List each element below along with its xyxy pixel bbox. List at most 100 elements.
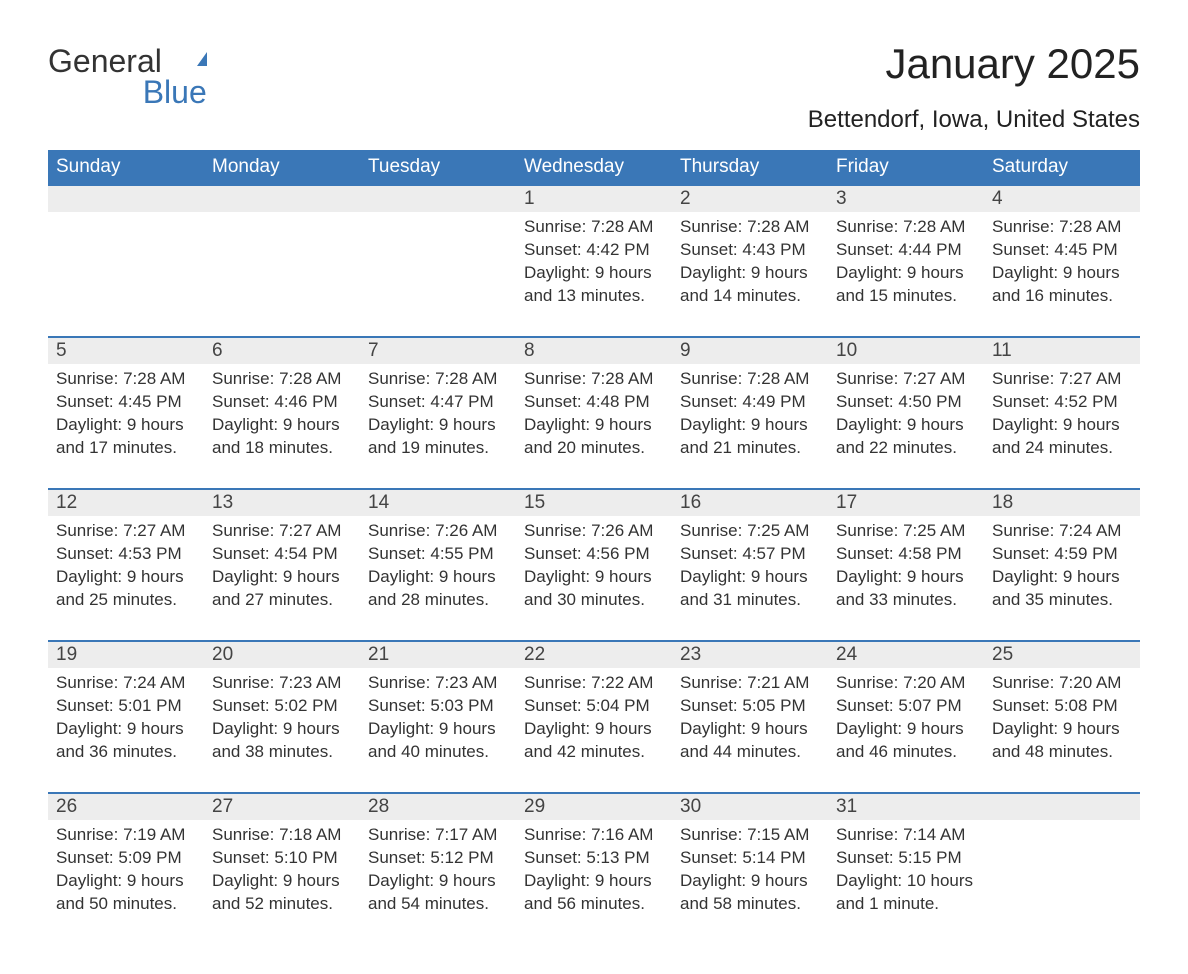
daylight-line1: Daylight: 9 hours bbox=[524, 870, 664, 893]
logo-text: General Blue bbox=[48, 40, 207, 110]
day-number: 19 bbox=[56, 644, 77, 665]
day-number-cell: 31 bbox=[828, 793, 984, 820]
day-number: 3 bbox=[836, 188, 847, 209]
sunset-text: Sunset: 4:56 PM bbox=[524, 543, 664, 566]
sunset-text: Sunset: 4:57 PM bbox=[680, 543, 820, 566]
day-detail-cell: Sunrise: 7:28 AMSunset: 4:47 PMDaylight:… bbox=[360, 364, 516, 489]
sunrise-text: Sunrise: 7:25 AM bbox=[680, 520, 820, 543]
daylight-line1: Daylight: 9 hours bbox=[56, 870, 196, 893]
sunset-text: Sunset: 4:43 PM bbox=[680, 239, 820, 262]
calendar-body: 1234Sunrise: 7:28 AMSunset: 4:42 PMDayli… bbox=[48, 185, 1140, 944]
daylight-line1: Daylight: 9 hours bbox=[836, 414, 976, 437]
sunrise-text: Sunrise: 7:27 AM bbox=[992, 368, 1132, 391]
daylight-line1: Daylight: 10 hours bbox=[836, 870, 976, 893]
day-number-cell: 7 bbox=[360, 337, 516, 364]
detail-row: Sunrise: 7:19 AMSunset: 5:09 PMDaylight:… bbox=[48, 820, 1140, 944]
day-number: 12 bbox=[56, 492, 77, 513]
daylight-line2: and 21 minutes. bbox=[680, 437, 820, 460]
detail-row: Sunrise: 7:24 AMSunset: 5:01 PMDaylight:… bbox=[48, 668, 1140, 793]
day-number: 5 bbox=[56, 340, 67, 361]
daynum-row: 19202122232425 bbox=[48, 641, 1140, 668]
sunset-text: Sunset: 5:05 PM bbox=[680, 695, 820, 718]
daynum-row: 262728293031 bbox=[48, 793, 1140, 820]
daylight-line1: Daylight: 9 hours bbox=[524, 566, 664, 589]
day-detail-cell: Sunrise: 7:27 AMSunset: 4:53 PMDaylight:… bbox=[48, 516, 204, 641]
daylight-line2: and 33 minutes. bbox=[836, 589, 976, 612]
sunset-text: Sunset: 4:59 PM bbox=[992, 543, 1132, 566]
day-number-cell: 20 bbox=[204, 641, 360, 668]
day-header: Saturday bbox=[984, 150, 1140, 185]
day-detail-cell: Sunrise: 7:25 AMSunset: 4:57 PMDaylight:… bbox=[672, 516, 828, 641]
day-number: 11 bbox=[992, 340, 1012, 361]
day-detail-cell bbox=[984, 820, 1140, 944]
daylight-line2: and 58 minutes. bbox=[680, 893, 820, 916]
day-number: 10 bbox=[836, 340, 857, 361]
sunrise-text: Sunrise: 7:17 AM bbox=[368, 824, 508, 847]
day-detail-cell: Sunrise: 7:24 AMSunset: 5:01 PMDaylight:… bbox=[48, 668, 204, 793]
daylight-line2: and 20 minutes. bbox=[524, 437, 664, 460]
sunset-text: Sunset: 4:52 PM bbox=[992, 391, 1132, 414]
day-number: 8 bbox=[524, 340, 535, 361]
day-number-cell: 1 bbox=[516, 185, 672, 212]
daylight-line2: and 28 minutes. bbox=[368, 589, 508, 612]
daylight-line1: Daylight: 9 hours bbox=[680, 870, 820, 893]
day-number-cell: 17 bbox=[828, 489, 984, 516]
sunrise-text: Sunrise: 7:19 AM bbox=[56, 824, 196, 847]
daylight-line2: and 18 minutes. bbox=[212, 437, 352, 460]
location-text: Bettendorf, Iowa, United States bbox=[808, 106, 1140, 134]
day-number: 2 bbox=[680, 188, 691, 209]
daylight-line1: Daylight: 9 hours bbox=[836, 718, 976, 741]
day-header: Monday bbox=[204, 150, 360, 185]
sunset-text: Sunset: 4:45 PM bbox=[992, 239, 1132, 262]
day-detail-cell: Sunrise: 7:17 AMSunset: 5:12 PMDaylight:… bbox=[360, 820, 516, 944]
day-detail-cell: Sunrise: 7:28 AMSunset: 4:45 PMDaylight:… bbox=[984, 212, 1140, 337]
day-header: Thursday bbox=[672, 150, 828, 185]
day-detail-cell: Sunrise: 7:26 AMSunset: 4:56 PMDaylight:… bbox=[516, 516, 672, 641]
sunrise-text: Sunrise: 7:23 AM bbox=[368, 672, 508, 695]
day-number: 6 bbox=[212, 340, 223, 361]
day-number-cell: 29 bbox=[516, 793, 672, 820]
day-number-cell: 22 bbox=[516, 641, 672, 668]
daylight-line2: and 46 minutes. bbox=[836, 741, 976, 764]
daylight-line2: and 42 minutes. bbox=[524, 741, 664, 764]
day-number-cell: 25 bbox=[984, 641, 1140, 668]
day-number-cell: 6 bbox=[204, 337, 360, 364]
day-number-cell: 24 bbox=[828, 641, 984, 668]
daylight-line2: and 15 minutes. bbox=[836, 285, 976, 308]
daylight-line2: and 36 minutes. bbox=[56, 741, 196, 764]
daylight-line1: Daylight: 9 hours bbox=[992, 718, 1132, 741]
detail-row: Sunrise: 7:28 AMSunset: 4:42 PMDaylight:… bbox=[48, 212, 1140, 337]
day-number-cell: 26 bbox=[48, 793, 204, 820]
day-number: 14 bbox=[368, 492, 389, 513]
day-detail-cell bbox=[360, 212, 516, 337]
sunset-text: Sunset: 4:42 PM bbox=[524, 239, 664, 262]
day-detail-cell: Sunrise: 7:16 AMSunset: 5:13 PMDaylight:… bbox=[516, 820, 672, 944]
daylight-line1: Daylight: 9 hours bbox=[212, 566, 352, 589]
day-number-cell: 9 bbox=[672, 337, 828, 364]
header: General Blue January 2025 Bettendorf, Io… bbox=[48, 40, 1140, 144]
daylight-line1: Daylight: 9 hours bbox=[212, 870, 352, 893]
day-detail-cell: Sunrise: 7:28 AMSunset: 4:46 PMDaylight:… bbox=[204, 364, 360, 489]
sunset-text: Sunset: 5:10 PM bbox=[212, 847, 352, 870]
day-number: 22 bbox=[524, 644, 545, 665]
daylight-line2: and 1 minute. bbox=[836, 893, 976, 916]
day-detail-cell: Sunrise: 7:27 AMSunset: 4:54 PMDaylight:… bbox=[204, 516, 360, 641]
day-number-cell: 3 bbox=[828, 185, 984, 212]
day-number: 16 bbox=[680, 492, 701, 513]
daylight-line2: and 31 minutes. bbox=[680, 589, 820, 612]
sunrise-text: Sunrise: 7:21 AM bbox=[680, 672, 820, 695]
daylight-line2: and 50 minutes. bbox=[56, 893, 196, 916]
daylight-line1: Daylight: 9 hours bbox=[524, 262, 664, 285]
day-detail-cell bbox=[204, 212, 360, 337]
day-header: Tuesday bbox=[360, 150, 516, 185]
sunset-text: Sunset: 5:14 PM bbox=[680, 847, 820, 870]
day-detail-cell: Sunrise: 7:18 AMSunset: 5:10 PMDaylight:… bbox=[204, 820, 360, 944]
daylight-line1: Daylight: 9 hours bbox=[992, 414, 1132, 437]
daylight-line1: Daylight: 9 hours bbox=[212, 414, 352, 437]
day-detail-cell: Sunrise: 7:28 AMSunset: 4:45 PMDaylight:… bbox=[48, 364, 204, 489]
day-number: 26 bbox=[56, 796, 77, 817]
daynum-row: 12131415161718 bbox=[48, 489, 1140, 516]
day-detail-cell: Sunrise: 7:19 AMSunset: 5:09 PMDaylight:… bbox=[48, 820, 204, 944]
detail-row: Sunrise: 7:27 AMSunset: 4:53 PMDaylight:… bbox=[48, 516, 1140, 641]
daylight-line1: Daylight: 9 hours bbox=[524, 718, 664, 741]
